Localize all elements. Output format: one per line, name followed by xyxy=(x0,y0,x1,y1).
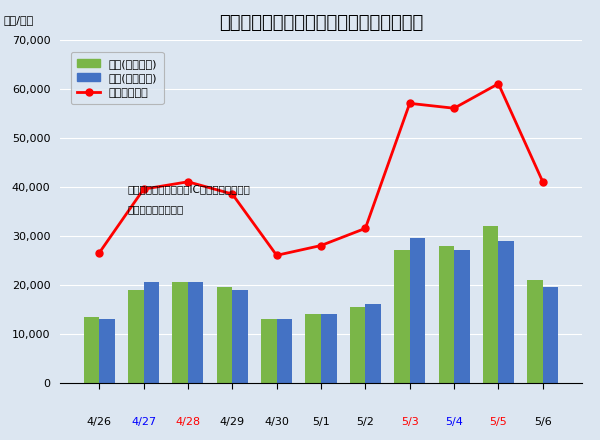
Bar xyxy=(350,307,365,383)
Bar xyxy=(217,287,232,383)
Text: 4/27: 4/27 xyxy=(131,417,156,427)
Bar xyxy=(261,319,277,383)
Bar xyxy=(483,226,499,383)
Text: 5/3: 5/3 xyxy=(401,417,419,427)
Bar xyxy=(84,317,99,383)
Text: （台/日）: （台/日） xyxy=(3,15,33,26)
Bar xyxy=(305,314,321,383)
Text: 5/4: 5/4 xyxy=(445,417,463,427)
Bar xyxy=(232,290,248,383)
Text: 4/28: 4/28 xyxy=(175,417,200,427)
Text: 5/1: 5/1 xyxy=(312,417,330,427)
Bar xyxy=(188,282,203,383)
Text: 5/5: 5/5 xyxy=(490,417,507,427)
Text: 4/26: 4/26 xyxy=(87,417,112,427)
Text: 平均したものです。: 平均したものです。 xyxy=(128,204,184,214)
Bar xyxy=(439,246,454,383)
Bar xyxy=(543,287,558,383)
Text: 5/2: 5/2 xyxy=(356,417,374,427)
Bar xyxy=(277,319,292,383)
Text: 4/29: 4/29 xyxy=(220,417,245,427)
Text: 5/6: 5/6 xyxy=(534,417,551,427)
Bar xyxy=(527,280,543,383)
Bar xyxy=(143,282,159,383)
Bar xyxy=(99,319,115,383)
Text: グラフの交通量は、各IC間の１日交通量を: グラフの交通量は、各IC間の１日交通量を xyxy=(128,184,251,194)
Title: 金沢支社管内の北陸自動車道の予測交通量: 金沢支社管内の北陸自動車道の予測交通量 xyxy=(219,15,423,33)
Bar xyxy=(499,241,514,383)
Bar xyxy=(410,238,425,383)
Bar xyxy=(394,250,410,383)
Bar xyxy=(365,304,381,383)
Text: 4/30: 4/30 xyxy=(264,417,289,427)
Bar xyxy=(321,314,337,383)
Legend: 上り(米原方向), 下り(新潟方向), 上下方向合計: 上り(米原方向), 下り(新潟方向), 上下方向合計 xyxy=(71,52,164,104)
Bar xyxy=(128,290,143,383)
Bar xyxy=(172,282,188,383)
Bar xyxy=(454,250,470,383)
